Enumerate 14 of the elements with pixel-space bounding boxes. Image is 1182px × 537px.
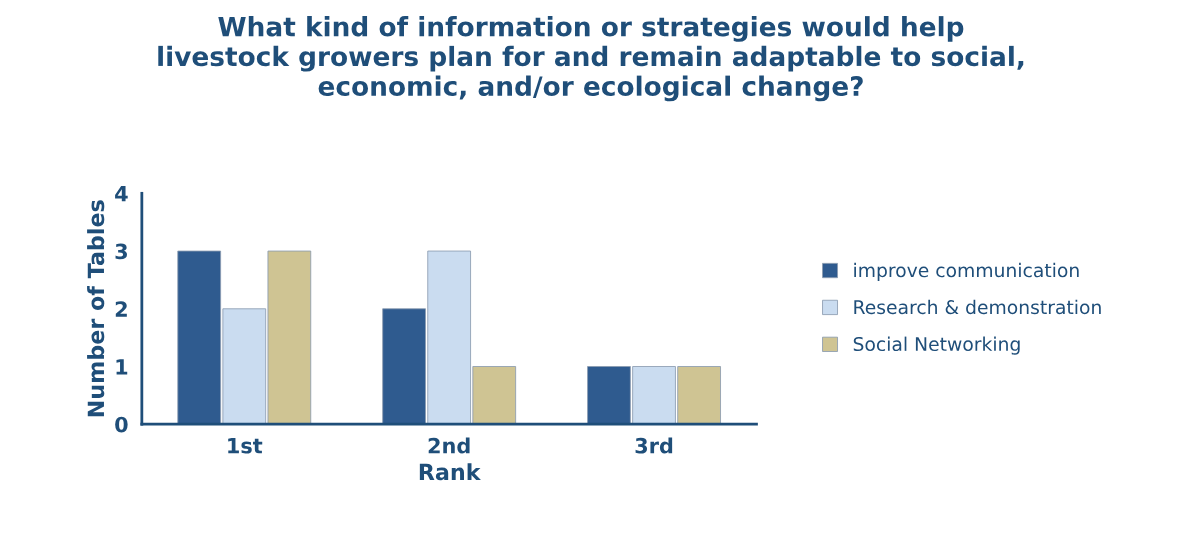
x-tick-label: 1st [228,438,263,454]
legend-label: Research & demonstration [854,299,1101,315]
legend-label: improve communication [854,262,1079,281]
y-tick-label: 3 [115,243,127,260]
legend-label: Social Networking [853,336,1020,355]
y-axis-title: Number of Tables [87,200,105,417]
y-tick-label: 1 [116,359,128,375]
y-tick-label: 2 [115,301,127,317]
x-axis-title: Rank [419,463,481,481]
x-tick-label: 2nd [428,437,470,454]
y-tick-label: 0 [115,416,128,433]
y-tick-label: 4 [115,186,128,202]
x-tick-label: 3rd [635,437,673,454]
chart-title: What kind of information or strategies would help livestock growers plan for and remain adaptable to social, economic, and/or ecological change? [158,16,1024,102]
